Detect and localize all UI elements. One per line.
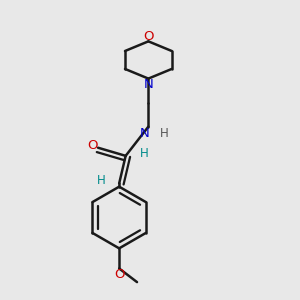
Text: H: H: [140, 147, 149, 160]
Text: H: H: [160, 127, 168, 140]
Text: H: H: [97, 174, 106, 187]
Text: N: N: [143, 78, 153, 91]
Text: O: O: [87, 139, 98, 152]
Text: N: N: [140, 127, 149, 140]
Text: O: O: [143, 30, 154, 43]
Text: O: O: [114, 268, 124, 281]
